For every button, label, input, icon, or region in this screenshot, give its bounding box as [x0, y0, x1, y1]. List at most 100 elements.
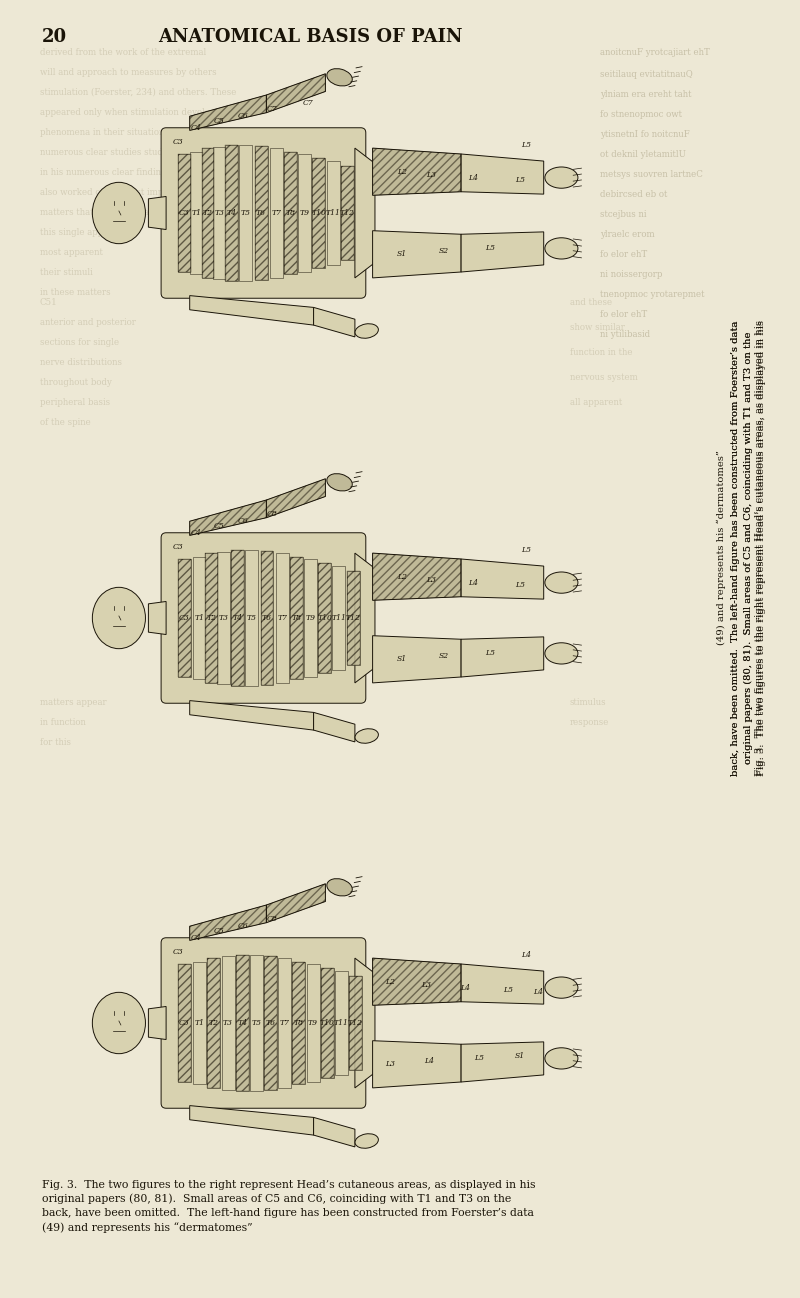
Text: 20: 20 — [42, 29, 67, 45]
Polygon shape — [290, 557, 303, 679]
Text: L2: L2 — [386, 977, 395, 985]
Text: L3: L3 — [426, 576, 437, 584]
Text: anoitcnuF yrotcajiart ehT: anoitcnuF yrotcajiart ehT — [600, 48, 710, 57]
Polygon shape — [314, 713, 355, 742]
Text: nervous system: nervous system — [570, 373, 638, 382]
Text: metsys suovren lartneC: metsys suovren lartneC — [600, 170, 703, 179]
Text: debircsed eb ot: debircsed eb ot — [600, 190, 667, 199]
Text: their stimuli: their stimuli — [40, 267, 93, 276]
Text: L4: L4 — [460, 984, 470, 992]
Text: L4: L4 — [533, 988, 542, 997]
Ellipse shape — [92, 182, 146, 244]
Text: throughout body: throughout body — [40, 378, 112, 387]
Polygon shape — [373, 1041, 461, 1088]
Ellipse shape — [545, 167, 578, 188]
Polygon shape — [373, 958, 461, 1005]
Text: most apparent: most apparent — [40, 248, 103, 257]
Polygon shape — [461, 559, 544, 600]
Polygon shape — [326, 161, 339, 265]
Text: matters appear: matters appear — [40, 698, 106, 707]
Text: numerous clear studies studying the function: numerous clear studies studying the func… — [40, 148, 236, 157]
Polygon shape — [461, 1042, 544, 1083]
Polygon shape — [222, 955, 234, 1090]
Text: T12: T12 — [340, 209, 354, 217]
Text: stcejbus ni: stcejbus ni — [600, 210, 646, 219]
Text: L3: L3 — [386, 1060, 395, 1068]
Text: L5: L5 — [521, 140, 531, 148]
Polygon shape — [304, 559, 317, 678]
FancyBboxPatch shape — [161, 937, 366, 1108]
Text: T11: T11 — [326, 209, 341, 217]
Text: C3: C3 — [179, 1019, 190, 1027]
Polygon shape — [149, 601, 166, 635]
Text: C7: C7 — [302, 99, 313, 108]
Text: T6: T6 — [256, 209, 266, 217]
Text: T1: T1 — [194, 614, 205, 622]
Text: in function: in function — [40, 718, 86, 727]
Text: T11: T11 — [334, 1019, 349, 1027]
Ellipse shape — [355, 323, 378, 339]
Text: S2: S2 — [438, 652, 449, 659]
Text: T10: T10 — [311, 209, 326, 217]
Text: seitilauq evitatitnauQ: seitilauq evitatitnauQ — [600, 70, 693, 79]
Text: ytisnetnI fo noitcnuF: ytisnetnI fo noitcnuF — [600, 130, 690, 139]
Polygon shape — [254, 145, 267, 280]
Polygon shape — [314, 308, 355, 337]
Text: T5: T5 — [251, 1019, 262, 1027]
Text: C3: C3 — [179, 614, 190, 622]
Polygon shape — [225, 144, 238, 282]
Text: T9: T9 — [306, 614, 316, 622]
Text: L3: L3 — [421, 981, 430, 989]
Text: C5: C5 — [214, 927, 225, 935]
Text: T10: T10 — [320, 1019, 334, 1027]
Polygon shape — [202, 148, 214, 278]
Polygon shape — [355, 553, 375, 683]
Text: original papers (80, 81).  Small areas of C5 and C6, coinciding with T1 and T3 o: original papers (80, 81). Small areas of… — [743, 332, 753, 765]
Text: this single approach: this single approach — [40, 228, 128, 238]
Text: in these matters: in these matters — [40, 288, 110, 297]
Text: L5: L5 — [474, 1054, 484, 1062]
Text: T2: T2 — [206, 614, 217, 622]
Text: back, have been omitted.  The left-hand figure has been constructed from Foerste: back, have been omitted. The left-hand f… — [731, 321, 741, 776]
Polygon shape — [373, 148, 461, 195]
Text: matters that were constant with: matters that were constant with — [40, 208, 179, 217]
Polygon shape — [178, 154, 191, 273]
Text: response: response — [570, 718, 610, 727]
Text: T8: T8 — [286, 209, 295, 217]
Ellipse shape — [545, 643, 578, 665]
Text: T8: T8 — [294, 1019, 304, 1027]
Text: C7: C7 — [267, 105, 278, 113]
Polygon shape — [373, 231, 461, 278]
Polygon shape — [266, 884, 326, 923]
Polygon shape — [461, 232, 544, 273]
Polygon shape — [461, 154, 544, 195]
Polygon shape — [461, 637, 544, 678]
Polygon shape — [190, 296, 314, 324]
Ellipse shape — [355, 728, 378, 744]
Text: T5: T5 — [246, 614, 257, 622]
Text: S1: S1 — [397, 655, 407, 663]
Text: L5: L5 — [521, 545, 531, 553]
Text: T12: T12 — [348, 1019, 363, 1027]
Text: and these: and these — [570, 299, 612, 308]
Polygon shape — [313, 157, 326, 269]
Text: L5: L5 — [515, 582, 525, 589]
Polygon shape — [284, 152, 297, 274]
Text: ot deknil yletamitlU: ot deknil yletamitlU — [600, 151, 686, 158]
Text: C5: C5 — [214, 117, 225, 125]
Text: L5: L5 — [503, 986, 514, 994]
Text: T4: T4 — [238, 1019, 247, 1027]
Text: T3: T3 — [214, 209, 225, 217]
Ellipse shape — [355, 1133, 378, 1149]
Text: T9: T9 — [300, 209, 310, 217]
Text: sections for single: sections for single — [40, 337, 119, 347]
Ellipse shape — [545, 1047, 578, 1070]
Text: fo stnenopmoc owt: fo stnenopmoc owt — [600, 110, 682, 119]
Ellipse shape — [327, 474, 352, 491]
Polygon shape — [355, 148, 375, 278]
Ellipse shape — [92, 992, 146, 1054]
Polygon shape — [178, 559, 191, 678]
Ellipse shape — [545, 238, 578, 260]
Text: ylraelc erom: ylraelc erom — [600, 230, 654, 239]
Text: stimulation (Foerster, 234) and others. These: stimulation (Foerster, 234) and others. … — [40, 88, 236, 97]
